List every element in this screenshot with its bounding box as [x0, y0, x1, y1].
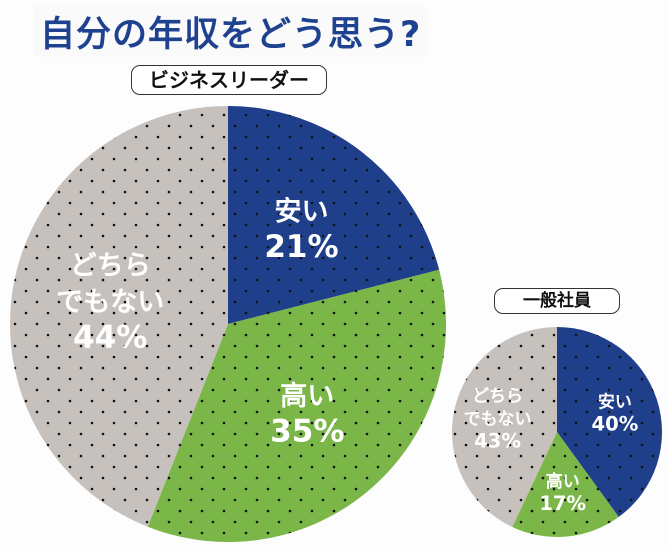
pie-slice-pattern: [451, 327, 557, 528]
slice-value-label: 21%: [264, 229, 338, 265]
slice-category-label: でもない: [464, 410, 532, 430]
pie-slice-pattern: [512, 432, 619, 537]
slice-value-label: 43%: [474, 430, 521, 453]
slice-category-label: 安い: [274, 196, 328, 227]
slice-category-label: 安い: [598, 392, 632, 413]
slice-category-label: 高い: [280, 380, 334, 412]
pie-slice-pattern: [557, 327, 662, 517]
slice-value-label: 35%: [270, 414, 344, 450]
chart-title: 自分の年収をどう思う?: [34, 6, 428, 57]
pie-title-general-employee: 一般社員: [494, 288, 620, 314]
pie-slice-pattern: [9, 105, 228, 527]
slice-value-label: 40%: [592, 413, 639, 436]
slice-value-label: 44%: [73, 319, 147, 355]
slice-category-label: でもない: [56, 287, 164, 318]
pie-slice-pattern: [228, 106, 440, 324]
slice-category-label: どちら: [70, 251, 151, 282]
slice-value-label: 17%: [539, 492, 586, 515]
pie-title-business-leader: ビジネスリーダー: [131, 65, 327, 95]
slice-category-label: 高い: [546, 471, 580, 492]
pie-slice-pattern: [147, 269, 446, 542]
slice-category-label: どちら: [472, 387, 523, 407]
